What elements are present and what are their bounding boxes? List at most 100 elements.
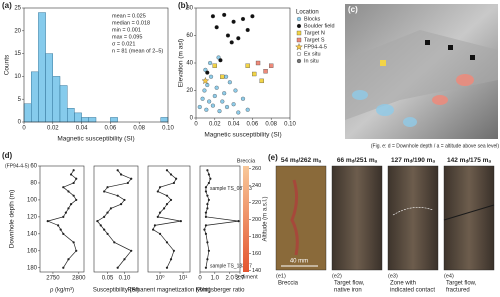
subscript: d [352,159,355,164]
colorbar-label: Sediment [234,274,258,280]
colorbar-label: Breccia [237,158,256,164]
marker [200,96,205,101]
header-part: 127 m [391,157,410,164]
data-point [204,211,208,214]
y2-axis-label: Altitude (m a.s.l.) [263,196,269,241]
photo-caption: Target flow, [446,281,477,287]
annotation: mean = 0.025 [112,13,146,19]
separator: / [412,157,414,164]
header-part: 142 m [447,157,466,164]
bar [88,117,97,123]
data-point [169,258,173,261]
data-point [123,198,126,202]
data-point [103,228,106,231]
legend-label: Blocks [304,16,320,22]
marker [208,74,214,79]
data-point [204,190,208,193]
legend-title: Location [296,10,319,16]
y-tick-label: 5 [18,97,22,103]
x-tick-label: 0.04 [76,126,88,132]
scale-label: 40 mm [290,259,308,265]
x-tick-label: 2.7 [236,276,245,282]
photo-header: 54 md/262 ma [281,157,322,164]
legend-label: Target N [304,30,325,36]
photo-id: (e3) [388,273,398,279]
data-point [158,186,162,189]
y-tick-label: 120 [27,214,38,220]
header-part: 251 m [356,157,375,164]
core-photo [387,165,439,271]
photo-caption: Zone with [390,281,416,287]
x-tick-label: 0.08 [133,126,145,132]
y-tick-label: 60 [186,33,193,39]
data-point [75,249,78,252]
legend-label: Ex situ [304,51,321,57]
y-tick-label: 20 [14,28,21,34]
x-tick-label: 0.10 [284,122,296,128]
y2-tick-label: 180 [252,234,261,240]
annotation: σ = 0.021 [112,41,135,47]
data-point [152,228,155,231]
marker [231,19,236,24]
y-axis-label: Counts [4,54,11,75]
y-tick-label: 15 [14,51,21,57]
marker [217,109,222,114]
x-tick-label: 0.02 [47,126,59,132]
data-point [162,207,166,210]
data-point [123,258,126,261]
x-tick-label: 0.06 [247,122,259,128]
legend-marker [296,58,302,64]
x-axis-label: ρ (kg/m³) [50,288,74,294]
legend-marker [296,23,302,29]
data-point [206,203,209,206]
y2-tick-label: 200 [252,217,261,223]
x-tick-label: 0.04 [228,122,240,128]
data-point [207,198,210,202]
core-feature [290,179,299,256]
data-point [206,241,209,244]
marker [231,102,236,107]
profile-line [152,169,181,268]
profile-line [96,170,132,268]
data-point [69,203,73,206]
photo-caption: Target flow, [334,281,365,287]
x-axis-label: Königsberger ratio [195,288,245,294]
data-point [206,169,209,172]
data-point [126,181,129,185]
data-point [237,220,240,223]
y-tick-label: 100 [27,197,38,203]
profile-line [204,170,239,268]
subtitle: (FP94-4-5) [5,163,30,169]
data-point [109,207,113,210]
data-point [130,249,133,252]
x-tick-label: 10¹ [179,276,188,282]
data-point [116,266,119,269]
header-part: 54 m [281,157,296,164]
x-axis-label: Magnetic susceptibility (SI) [57,136,134,143]
marker [220,74,225,79]
legend-marker [295,43,303,51]
subscript: a [488,159,491,164]
marker [263,69,268,74]
x-tick-label: 2.0 [225,276,234,282]
data-point [204,215,208,218]
panel-label: (d) [2,151,13,160]
figure-note: (Fig. e: d = Downhole depth / a = altitu… [371,143,499,149]
data-point [99,224,102,227]
header-part: 66 m [337,157,352,164]
marker [245,27,250,33]
marker [225,33,231,38]
data-point [72,181,75,185]
data-point [64,211,67,214]
marker [236,36,241,41]
data-point [153,224,157,227]
data-point [156,215,159,218]
y-tick-label: 0 [190,116,194,122]
data-point [165,203,169,206]
bar [31,71,39,123]
data-point [103,190,106,193]
bar [74,112,82,123]
separator: / [298,157,300,164]
marker [220,99,225,104]
legend-label: Boulder field [304,23,335,29]
